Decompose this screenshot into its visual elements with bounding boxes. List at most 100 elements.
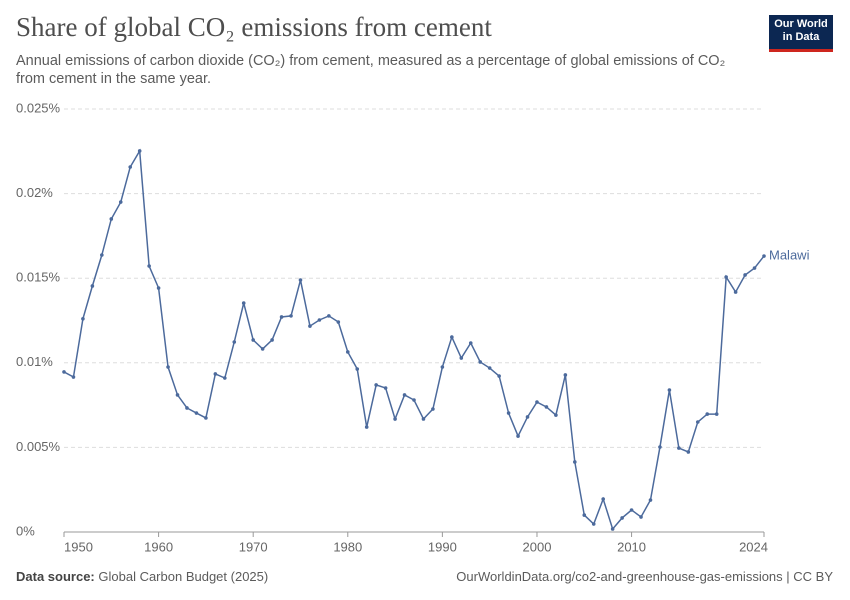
point xyxy=(393,417,397,421)
y-tick-label: 0.01% xyxy=(16,354,53,369)
chart-title: Share of global CO₂ emissions from cemen… xyxy=(16,12,492,42)
point xyxy=(327,314,331,318)
point xyxy=(762,254,766,258)
point xyxy=(695,420,700,424)
point xyxy=(667,388,672,392)
point xyxy=(733,290,738,294)
point xyxy=(591,522,596,526)
footer-link[interactable]: OurWorldinData.org/co2-and-greenhouse-ga… xyxy=(456,569,833,584)
point xyxy=(412,398,416,402)
point xyxy=(223,376,227,380)
series-label: Malawi xyxy=(769,247,810,262)
point xyxy=(487,366,492,370)
point xyxy=(506,411,511,415)
point xyxy=(478,360,483,364)
point xyxy=(308,324,312,328)
point xyxy=(213,372,218,376)
point xyxy=(554,413,558,417)
point xyxy=(383,386,388,390)
point xyxy=(620,516,624,520)
point xyxy=(705,412,710,416)
x-tick-label: 1990 xyxy=(428,539,457,554)
point xyxy=(147,264,151,268)
point xyxy=(402,393,407,397)
y-tick-label: 0.015% xyxy=(16,270,61,285)
point xyxy=(677,446,681,450)
point xyxy=(345,350,350,354)
point xyxy=(204,416,208,420)
point xyxy=(298,278,303,282)
point xyxy=(156,286,161,290)
point xyxy=(459,356,464,360)
point xyxy=(743,273,747,277)
point xyxy=(355,367,360,371)
point xyxy=(166,365,170,369)
point xyxy=(440,365,445,369)
point xyxy=(128,165,133,169)
point xyxy=(100,253,104,257)
point xyxy=(194,411,199,415)
point xyxy=(573,460,577,464)
point xyxy=(175,393,180,397)
point xyxy=(81,317,85,321)
x-tick-label: 1970 xyxy=(239,539,268,554)
x-tick-label: 2000 xyxy=(523,539,552,554)
point xyxy=(317,318,322,322)
point xyxy=(71,375,76,379)
x-tick-label: 1980 xyxy=(333,539,362,554)
point xyxy=(279,315,284,319)
point xyxy=(468,341,473,345)
y-tick-label: 0.005% xyxy=(16,439,61,454)
point xyxy=(270,338,274,342)
point xyxy=(582,513,587,517)
point xyxy=(724,275,728,279)
point xyxy=(364,425,369,429)
point xyxy=(648,498,653,502)
point xyxy=(639,515,643,519)
point xyxy=(752,266,757,270)
x-tick-label: 2024 xyxy=(739,539,768,554)
point xyxy=(90,284,95,288)
point xyxy=(450,335,454,339)
x-tick-label: 1960 xyxy=(144,539,173,554)
point xyxy=(516,434,520,438)
point xyxy=(374,383,378,387)
logo[interactable]: Our World in Data xyxy=(769,15,833,52)
point xyxy=(525,415,530,419)
point xyxy=(241,301,246,305)
chart-subtitle: Annual emissions of carbon dioxide (CO₂)… xyxy=(16,53,726,87)
point xyxy=(260,347,265,351)
point xyxy=(658,445,662,449)
point xyxy=(137,149,142,153)
source-note: Data source: Global Carbon Budget (2025) xyxy=(16,569,268,584)
y-tick-label: 0.02% xyxy=(16,185,53,200)
x-tick-label: 2010 xyxy=(617,539,646,554)
point xyxy=(601,497,605,501)
point xyxy=(421,417,426,421)
y-tick-label: 0% xyxy=(16,523,35,538)
point xyxy=(544,405,549,409)
y-tick-label: 0.025% xyxy=(16,100,61,115)
point xyxy=(629,508,634,512)
point xyxy=(185,406,189,410)
point xyxy=(289,314,293,318)
line xyxy=(63,148,765,531)
point xyxy=(497,374,501,378)
point xyxy=(62,370,66,374)
point xyxy=(535,400,539,404)
point xyxy=(251,338,255,342)
point xyxy=(610,527,615,531)
point xyxy=(431,407,435,411)
point xyxy=(336,320,341,324)
point xyxy=(232,340,237,344)
point xyxy=(118,200,123,204)
point xyxy=(686,450,691,454)
source: Global Carbon Budget (2025) xyxy=(98,569,269,584)
point xyxy=(563,373,568,377)
point xyxy=(109,217,114,221)
source-label: Data source: xyxy=(16,569,95,584)
x-tick-label: 1950 xyxy=(64,539,93,554)
point xyxy=(714,412,719,416)
